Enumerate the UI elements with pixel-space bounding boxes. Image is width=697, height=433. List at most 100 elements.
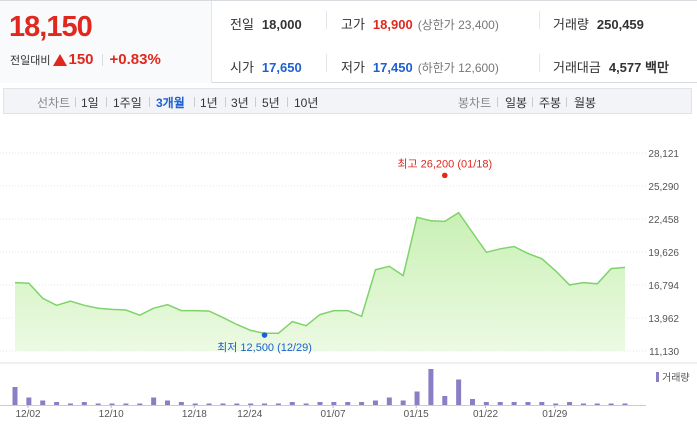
volume-bar xyxy=(497,402,503,405)
volume-bar xyxy=(372,400,378,405)
stat-label: 저가 xyxy=(341,60,365,75)
volume-bar xyxy=(137,403,143,405)
volume-bar xyxy=(275,403,281,405)
stock-summary-panel: 18,150 전일대비 150 +0.83% 전일 18,000 시가 17,6… xyxy=(0,0,697,83)
change-label: 전일대비 xyxy=(10,54,51,67)
volume-bar xyxy=(178,402,184,405)
volume-bar xyxy=(525,402,531,405)
volume-bar xyxy=(26,397,32,405)
y-tick-label: 25,290 xyxy=(648,182,679,193)
y-tick-label: 28,121 xyxy=(648,149,679,160)
divider xyxy=(497,97,498,107)
volume-bar xyxy=(470,399,475,405)
volume-bar xyxy=(220,403,226,405)
volume-bar xyxy=(109,403,115,405)
stat-sub: (상한가 23,400) xyxy=(417,18,499,32)
period-1y[interactable]: 1년 xyxy=(200,96,218,110)
volume-bar xyxy=(54,402,60,405)
period-selector-bar: 선차트 1일 1주일 3개월 1년 3년 5년 10년 봉차트 일봉 주봉 월봉 xyxy=(3,88,692,114)
stat-value: 18,900 xyxy=(372,17,413,32)
volume-bar xyxy=(594,403,600,405)
line-chart-label: 선차트 xyxy=(37,96,71,110)
volume-bar xyxy=(123,403,129,405)
divider xyxy=(532,97,533,107)
divider xyxy=(194,97,195,107)
period-5y[interactable]: 5년 xyxy=(262,96,280,110)
period-10y[interactable]: 10년 xyxy=(294,96,319,110)
volume-bar xyxy=(151,397,157,405)
volume-bar xyxy=(608,403,614,405)
volume-bar xyxy=(67,403,73,405)
high-marker xyxy=(441,172,448,179)
stat-low: 저가 17,450 (하한가 12,600) xyxy=(341,57,499,76)
divider xyxy=(326,11,327,29)
divider xyxy=(255,97,256,107)
period-3m[interactable]: 3개월 xyxy=(156,96,185,110)
divider xyxy=(149,97,150,107)
stat-volume: 거래량 250,459 xyxy=(553,14,644,33)
volume-bar xyxy=(234,403,240,405)
stat-label: 고가 xyxy=(341,17,365,32)
volume-bar xyxy=(442,396,448,405)
period-1d[interactable]: 1일 xyxy=(81,96,99,110)
period-3y[interactable]: 3년 xyxy=(231,96,249,110)
divider xyxy=(106,97,107,107)
volume-bar xyxy=(248,403,254,405)
volume-bar xyxy=(483,402,489,405)
divider xyxy=(566,97,567,107)
volume-bar xyxy=(303,403,309,405)
stat-sub: (하한가 12,600) xyxy=(417,61,499,75)
volume-bar xyxy=(95,403,101,405)
candle-daily[interactable]: 일봉 xyxy=(505,96,528,110)
volume-bar xyxy=(81,402,87,405)
volume-bar xyxy=(289,402,295,405)
divider xyxy=(539,11,540,29)
current-price: 18,150 xyxy=(9,11,93,43)
volume-bar xyxy=(386,397,392,405)
change-amount: 150 xyxy=(68,51,94,68)
y-tick-label: 16,794 xyxy=(648,281,679,292)
x-tick-label: 12/18 xyxy=(182,409,207,420)
stat-value: 18,000 xyxy=(261,17,302,32)
price-area xyxy=(15,212,625,351)
candle-monthly[interactable]: 월봉 xyxy=(574,96,597,110)
divider xyxy=(287,97,288,107)
candle-weekly[interactable]: 주봉 xyxy=(539,96,562,110)
y-tick-label: 19,626 xyxy=(648,248,679,259)
stat-high: 고가 18,900 (상한가 23,400) xyxy=(341,14,499,33)
price-box: 18,150 전일대비 150 +0.83% xyxy=(0,1,212,83)
volume-bar xyxy=(567,402,573,405)
y-tick-label: 22,458 xyxy=(648,215,679,226)
x-tick-label: 12/24 xyxy=(237,409,262,420)
volume-bar xyxy=(359,402,365,405)
stat-value: 17,450 xyxy=(372,60,413,75)
volume-bar xyxy=(165,400,170,405)
stat-label: 거래량 xyxy=(553,17,589,32)
volume-bar xyxy=(414,391,420,405)
volume-legend: 거래량 xyxy=(656,369,690,384)
period-1w[interactable]: 1주일 xyxy=(113,96,142,110)
x-tick-label: 12/10 xyxy=(99,409,124,420)
volume-bar xyxy=(12,387,18,405)
volume-bar xyxy=(262,403,268,405)
y-tick-label: 13,962 xyxy=(648,314,679,325)
volume-bar xyxy=(317,402,323,405)
low-annotation: 최저 12,500 (12/29) xyxy=(217,341,312,354)
divider xyxy=(75,97,76,107)
volume-bar xyxy=(331,402,337,405)
divider xyxy=(326,54,327,72)
divider xyxy=(539,54,540,72)
x-tick-label: 01/22 xyxy=(473,409,498,420)
volume-bar xyxy=(345,402,351,405)
divider xyxy=(225,97,226,107)
up-triangle-icon xyxy=(53,53,68,66)
volume-legend-swatch xyxy=(656,371,659,382)
change-divider xyxy=(101,53,103,66)
volume-bar xyxy=(580,403,586,405)
x-tick-label: 12/02 xyxy=(15,409,40,420)
volume-bar xyxy=(40,400,46,405)
stat-amount: 거래대금 4,577 백만 xyxy=(553,57,669,76)
stat-open: 시가 17,650 xyxy=(230,57,302,76)
candle-chart-label: 봉차트 xyxy=(458,96,492,110)
price-chart: 28,121 25,290 22,458 19,626 16,794 13,962 11,1… xyxy=(0,149,697,420)
